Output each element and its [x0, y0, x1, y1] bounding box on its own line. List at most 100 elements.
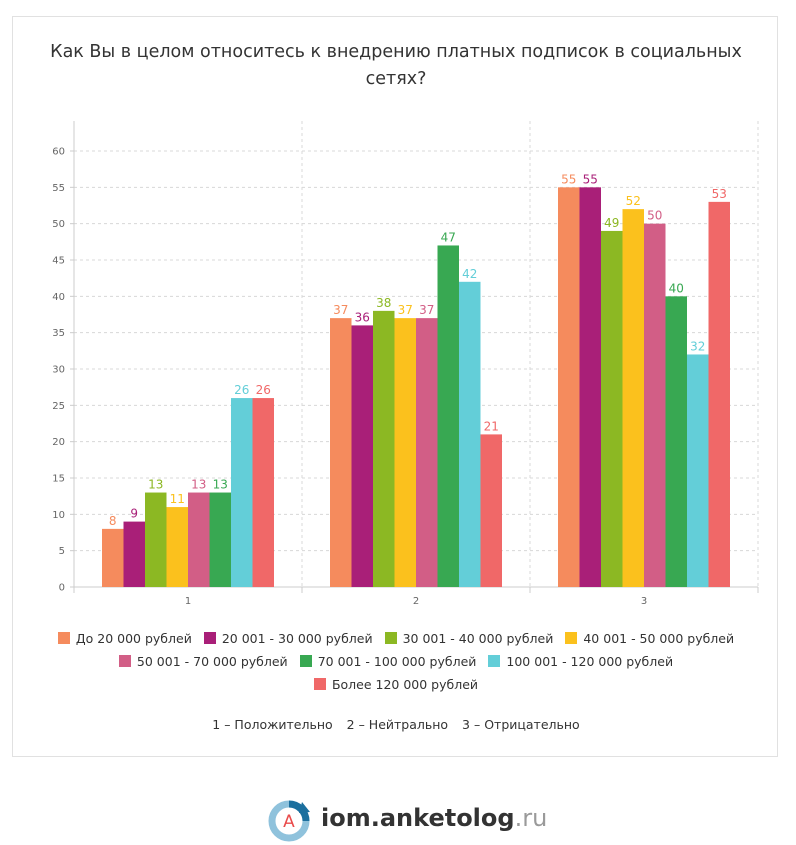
legend-swatch: [57, 632, 70, 644]
data-label: 40: [669, 281, 684, 295]
bar: [579, 187, 601, 588]
data-label: 47: [441, 230, 456, 244]
category-note: 1 – Положительно 2 – Нейтрально 3 – Отри…: [13, 717, 779, 732]
legend-swatch: [565, 632, 578, 644]
y-tick-label: 50: [52, 219, 65, 230]
legend-row: Более 120 000 рублей: [43, 673, 749, 696]
bar: [373, 310, 395, 587]
data-label: 36: [355, 310, 370, 324]
y-tick-label: 60: [52, 147, 65, 158]
data-label: 26: [256, 383, 271, 397]
brand-domain: iom.anketolog: [321, 804, 515, 832]
data-label: 55: [561, 172, 576, 186]
y-tick-label: 15: [52, 474, 65, 485]
bar: [394, 318, 416, 587]
bar: [416, 318, 438, 587]
y-tick-label: 25: [52, 401, 65, 412]
bar: [102, 528, 124, 587]
legend-label: 20 001 - 30 000 рублей: [221, 631, 373, 646]
anketolog-logo-icon: A: [268, 800, 310, 842]
note-item-1: 1 – Положительно: [212, 717, 333, 732]
legend-swatch: [299, 655, 312, 667]
legend-swatch: [488, 655, 501, 667]
bar: [145, 492, 167, 587]
legend-label: 100 001 - 120 000 рублей: [506, 654, 674, 669]
legend-item[interactable]: 100 001 - 120 000 рублей: [488, 650, 673, 673]
legend-item[interactable]: 20 001 - 30 000 рублей: [203, 627, 373, 650]
data-label: 13: [213, 478, 228, 492]
bar: [644, 223, 666, 587]
legend-swatch: [384, 632, 397, 644]
bar: [665, 296, 687, 587]
y-tick-label: 0: [59, 583, 65, 594]
y-tick-label: 20: [52, 437, 65, 448]
y-tick-label: 40: [52, 292, 65, 303]
bar: [231, 398, 253, 587]
legend-label: 70 001 - 100 000 рублей: [317, 654, 477, 669]
data-label: 13: [191, 478, 206, 492]
legend-item[interactable]: 50 001 - 70 000 рублей: [118, 650, 288, 673]
legend-row: 50 001 - 70 000 рублей 70 001 - 100 000 р…: [43, 650, 749, 673]
y-tick-label: 45: [52, 256, 65, 267]
bar: [459, 281, 481, 587]
brand-tld: .ru: [514, 804, 548, 832]
data-label: 13: [148, 478, 163, 492]
bar: [123, 521, 145, 587]
bar: [437, 245, 459, 587]
x-tick-label: 3: [641, 596, 647, 607]
legend-label: Более 120 000 рублей: [331, 677, 479, 692]
legend-item[interactable]: До 20 000 рублей: [57, 627, 192, 650]
data-label: 49: [604, 216, 619, 230]
y-tick-label: 30: [52, 365, 65, 376]
legend-item[interactable]: 30 001 - 40 000 рублей: [384, 627, 554, 650]
bar: [351, 325, 373, 587]
note-item-3: 3 – Отрицательно: [462, 717, 580, 732]
data-label: 21: [484, 419, 499, 433]
legend-label: 30 001 - 40 000 рублей: [402, 631, 554, 646]
y-tick-label: 10: [52, 510, 65, 521]
bar: [330, 318, 352, 587]
bar: [188, 492, 210, 587]
data-label: 9: [130, 507, 138, 521]
y-tick-label: 55: [52, 183, 65, 194]
bar: [622, 209, 644, 587]
data-label: 32: [690, 339, 705, 353]
bar: [166, 507, 188, 587]
chart-legend: До 20 000 рублей 20 001 - 30 000 рублей 30…: [43, 627, 749, 696]
chart-title: Как Вы в целом относитесь к внедрению пл…: [50, 42, 742, 89]
data-label: 37: [419, 303, 434, 317]
data-label: 53: [712, 187, 727, 201]
data-label: 38: [376, 296, 391, 310]
bar: [708, 201, 730, 587]
bar: [480, 434, 502, 587]
legend-row: До 20 000 рублей 20 001 - 30 000 рублей 30…: [43, 627, 749, 650]
legend-item[interactable]: 40 001 - 50 000 рублей: [565, 627, 734, 650]
chart-card: Как Вы в целом относитесь к внедрению пл…: [12, 16, 778, 757]
bar: [252, 398, 274, 587]
legend-label: До 20 000 рублей: [75, 631, 192, 646]
bar: [558, 187, 580, 588]
bar: [601, 230, 623, 587]
brand-name: iom.anketolog.ru: [321, 804, 547, 832]
y-tick-label: 35: [52, 328, 65, 339]
data-label: 11: [170, 492, 185, 506]
data-label: 42: [462, 267, 477, 281]
y-tick-label: 5: [59, 546, 65, 557]
legend-swatch: [118, 655, 131, 667]
data-label: 37: [333, 303, 348, 317]
legend-swatch: [313, 678, 326, 690]
x-tick-label: 1: [185, 596, 191, 607]
data-label: 55: [583, 172, 598, 186]
legend-item[interactable]: 70 001 - 100 000 рублей: [299, 650, 477, 673]
bar: [687, 354, 709, 587]
legend-label: 40 001 - 50 000 рублей: [583, 631, 735, 646]
data-label: 37: [398, 303, 413, 317]
data-label: 50: [647, 209, 662, 223]
data-label: 52: [626, 194, 641, 208]
brand-footer: A iom.anketolog.ru: [0, 796, 796, 844]
legend-swatch: [203, 632, 216, 644]
legend-item[interactable]: Более 120 000 рублей: [313, 673, 479, 696]
data-label: 26: [234, 383, 249, 397]
note-item-2: 2 – Нейтрально: [346, 717, 449, 732]
